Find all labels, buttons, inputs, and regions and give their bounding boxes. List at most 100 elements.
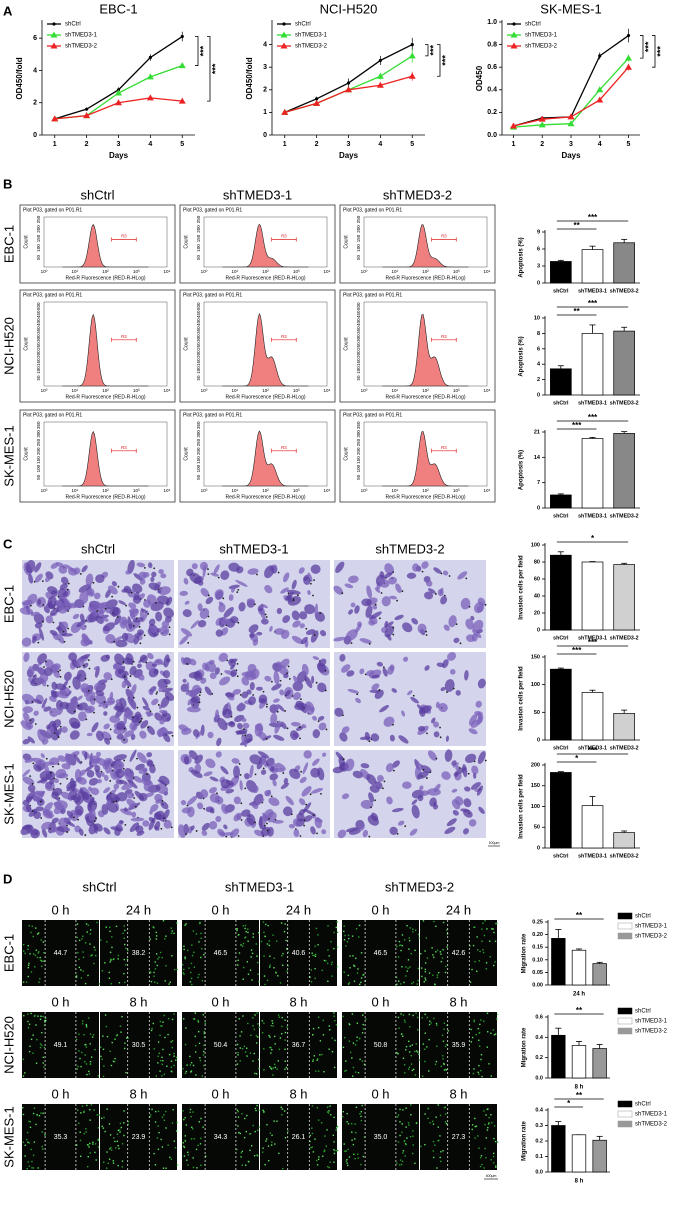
pore (375, 604, 377, 606)
significance-label: *** (210, 63, 220, 74)
cell-speck (121, 1016, 122, 1017)
cell-speck (173, 1013, 174, 1014)
pore (203, 808, 205, 810)
cell-speck (358, 1072, 359, 1073)
cell-speck (199, 1043, 200, 1044)
cell-speck (89, 1073, 90, 1074)
cell-speck (355, 1132, 356, 1133)
cell-speck (445, 1113, 446, 1114)
cell-speck (90, 1033, 91, 1034)
pore (423, 769, 425, 771)
x-tick-label: 2 (85, 141, 89, 148)
cell-speck (263, 932, 264, 933)
cell-speck (412, 1015, 413, 1016)
cell-speck (316, 1160, 317, 1161)
pore (133, 797, 135, 799)
pore (225, 836, 227, 838)
pore (299, 726, 301, 728)
pore (244, 787, 246, 789)
cell-speck (124, 1043, 125, 1044)
cell-speck (314, 946, 315, 947)
cell (210, 672, 217, 679)
legend-label: shTMED3-1 (295, 33, 328, 39)
cell-speck (191, 978, 192, 979)
cell-speck (256, 1035, 257, 1036)
cell-speck (423, 1043, 424, 1044)
cell-speck (481, 941, 482, 942)
pore (110, 729, 112, 731)
cell-speck (159, 1035, 160, 1036)
cell-speck (185, 1027, 186, 1028)
cell-speck (33, 1113, 34, 1114)
cell-speck (189, 1112, 190, 1113)
cell-speck (172, 1019, 173, 1020)
legend-label: shCtrl (635, 1009, 651, 1015)
cell-speck (346, 1159, 347, 1160)
pore (133, 661, 135, 663)
cell-speck (442, 1035, 443, 1036)
cell-speck (85, 1054, 86, 1055)
cell-speck (399, 945, 400, 946)
cell-speck (473, 927, 474, 928)
bar (582, 692, 603, 740)
cell-speck (401, 1033, 402, 1034)
cell-speck (156, 953, 157, 954)
cell-speck (88, 925, 89, 926)
cell-speck (336, 927, 337, 928)
cell-speck (252, 1017, 253, 1018)
cell-speck (361, 1120, 362, 1121)
column-header: shTMED3-1 (225, 879, 294, 894)
pore (147, 613, 149, 615)
pore (381, 592, 383, 594)
cell-speck (280, 1037, 281, 1038)
x-tick-label: shCtrl (553, 745, 569, 751)
gate-label: R3 (441, 445, 447, 450)
cell-speck (86, 923, 87, 924)
cell-speck (259, 1027, 260, 1028)
cell-speck (28, 1121, 29, 1122)
cell (272, 820, 284, 824)
wound-width: 44.7 (54, 950, 68, 957)
cell-speck (77, 937, 78, 938)
legend-label: shTMED3-1 (635, 924, 668, 930)
cell-speck (28, 967, 29, 968)
cell-speck (440, 1161, 441, 1162)
cell-speck (83, 1111, 84, 1112)
pore (156, 693, 158, 695)
x-tick-label: 3 (569, 141, 573, 148)
cell-speck (256, 1105, 257, 1106)
cell-speck (276, 1121, 277, 1122)
cell-speck (164, 1074, 165, 1075)
cell-speck (108, 1163, 109, 1164)
cell-speck (263, 1069, 264, 1070)
pore (287, 727, 289, 729)
cell-speck (396, 1052, 397, 1053)
wound-width: 40.6 (292, 950, 306, 957)
plot-title: Plot P03, gated on P01.R1 (343, 207, 402, 213)
cell-speck (493, 1029, 494, 1030)
cell-speck (314, 955, 315, 956)
cell-speck (481, 1164, 482, 1165)
y-tick-label: 500 (356, 302, 361, 310)
cell-speck (162, 957, 163, 958)
pore (133, 777, 135, 779)
x-tick-label: 1 (512, 141, 516, 148)
y-axis-label: Count (183, 337, 189, 351)
legend-label: shTMED3-2 (635, 1029, 668, 1035)
pore (237, 675, 239, 677)
x-tick-label: 10⁴ (484, 388, 491, 393)
pore (57, 671, 59, 673)
cell-speck (489, 941, 490, 942)
cell-speck (266, 1124, 267, 1125)
cell-speck (410, 927, 411, 928)
cell-speck (407, 970, 408, 971)
y-axis-label: Apoptosis (%) (519, 450, 525, 490)
cell-speck (271, 1049, 272, 1050)
cell-speck (483, 952, 484, 953)
cell-speck (356, 1107, 357, 1108)
cell-speck (31, 1039, 32, 1040)
cell-speck (199, 923, 200, 924)
y-tick-label: 150 (531, 783, 540, 789)
cell-speck (160, 1139, 161, 1140)
cell-speck (106, 926, 107, 927)
